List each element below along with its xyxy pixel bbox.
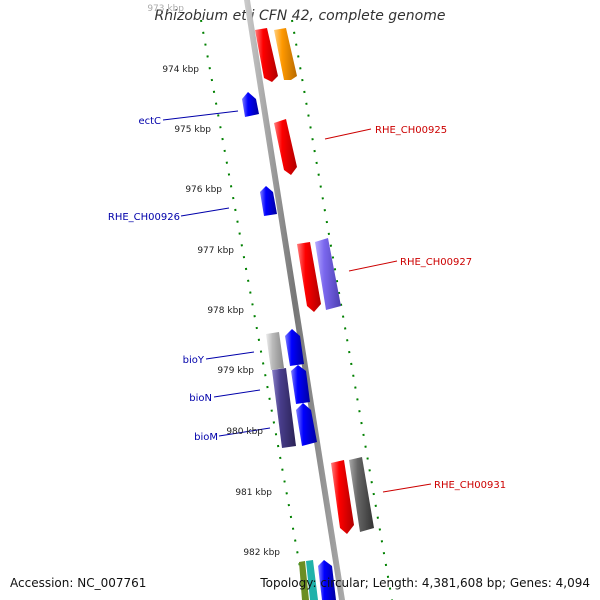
gene-top-orange (274, 28, 297, 80)
gene-rhe-ch00926 (260, 186, 277, 216)
gene-top-red (255, 28, 278, 82)
gene-bion (291, 365, 310, 404)
gene-bioy-light (266, 332, 284, 370)
gene-biom (296, 403, 317, 446)
gene-label-bioy: bioY (183, 355, 205, 366)
gene-label-rhe-ch00925: RHE_CH00925 (375, 125, 447, 136)
gene-label-biom: bioM (194, 432, 218, 443)
tick-label-975: 975 kbp (174, 125, 211, 135)
gene-bion-slate (272, 368, 296, 448)
tick-label-973: 973 kbp (147, 4, 184, 14)
gene-rhe-ch00927-lav (315, 238, 341, 310)
gene-bottom-blue (318, 560, 336, 600)
tick-label-979: 979 kbp (217, 366, 254, 376)
tick-label-978: 978 kbp (207, 306, 244, 316)
gene-label-rhe-ch00931: RHE_CH00931 (434, 480, 506, 491)
gene-label-bion: bioN (189, 393, 212, 404)
tick-label-982: 982 kbp (243, 548, 280, 558)
gene-bottom-teal (306, 560, 318, 600)
gene-rhe-ch00931-red (331, 460, 354, 534)
gene-label-ectc: ectC (138, 116, 161, 127)
gene-label-rhe-ch00927: RHE_CH00927 (400, 257, 472, 268)
gene-bottom-olive (299, 561, 309, 600)
tick-label-977: 977 kbp (197, 246, 234, 256)
leader-lines (162, 110, 432, 493)
tick-label-981: 981 kbp (235, 488, 272, 498)
gene-rhe-ch00931-gray (349, 457, 374, 532)
gene-ectc (242, 92, 259, 117)
map-title: Rhizobium etli CFN 42, complete genome (154, 8, 446, 24)
gene-rhe-ch00927-red (297, 242, 321, 312)
gene-bioy (285, 329, 304, 366)
tick-label-980: 980 kbp (226, 427, 263, 437)
gene-label-rhe-ch00926: RHE_CH00926 (108, 212, 180, 223)
gene-rhe-ch00925 (274, 119, 297, 175)
genome-backbone (244, 0, 345, 600)
accession-text: Accession: NC_007761 (10, 576, 147, 590)
tick-label-976: 976 kbp (185, 185, 222, 195)
tick-label-974: 974 kbp (162, 65, 199, 75)
genome-summary: Topology: circular; Length: 4,381,608 bp… (260, 576, 590, 590)
